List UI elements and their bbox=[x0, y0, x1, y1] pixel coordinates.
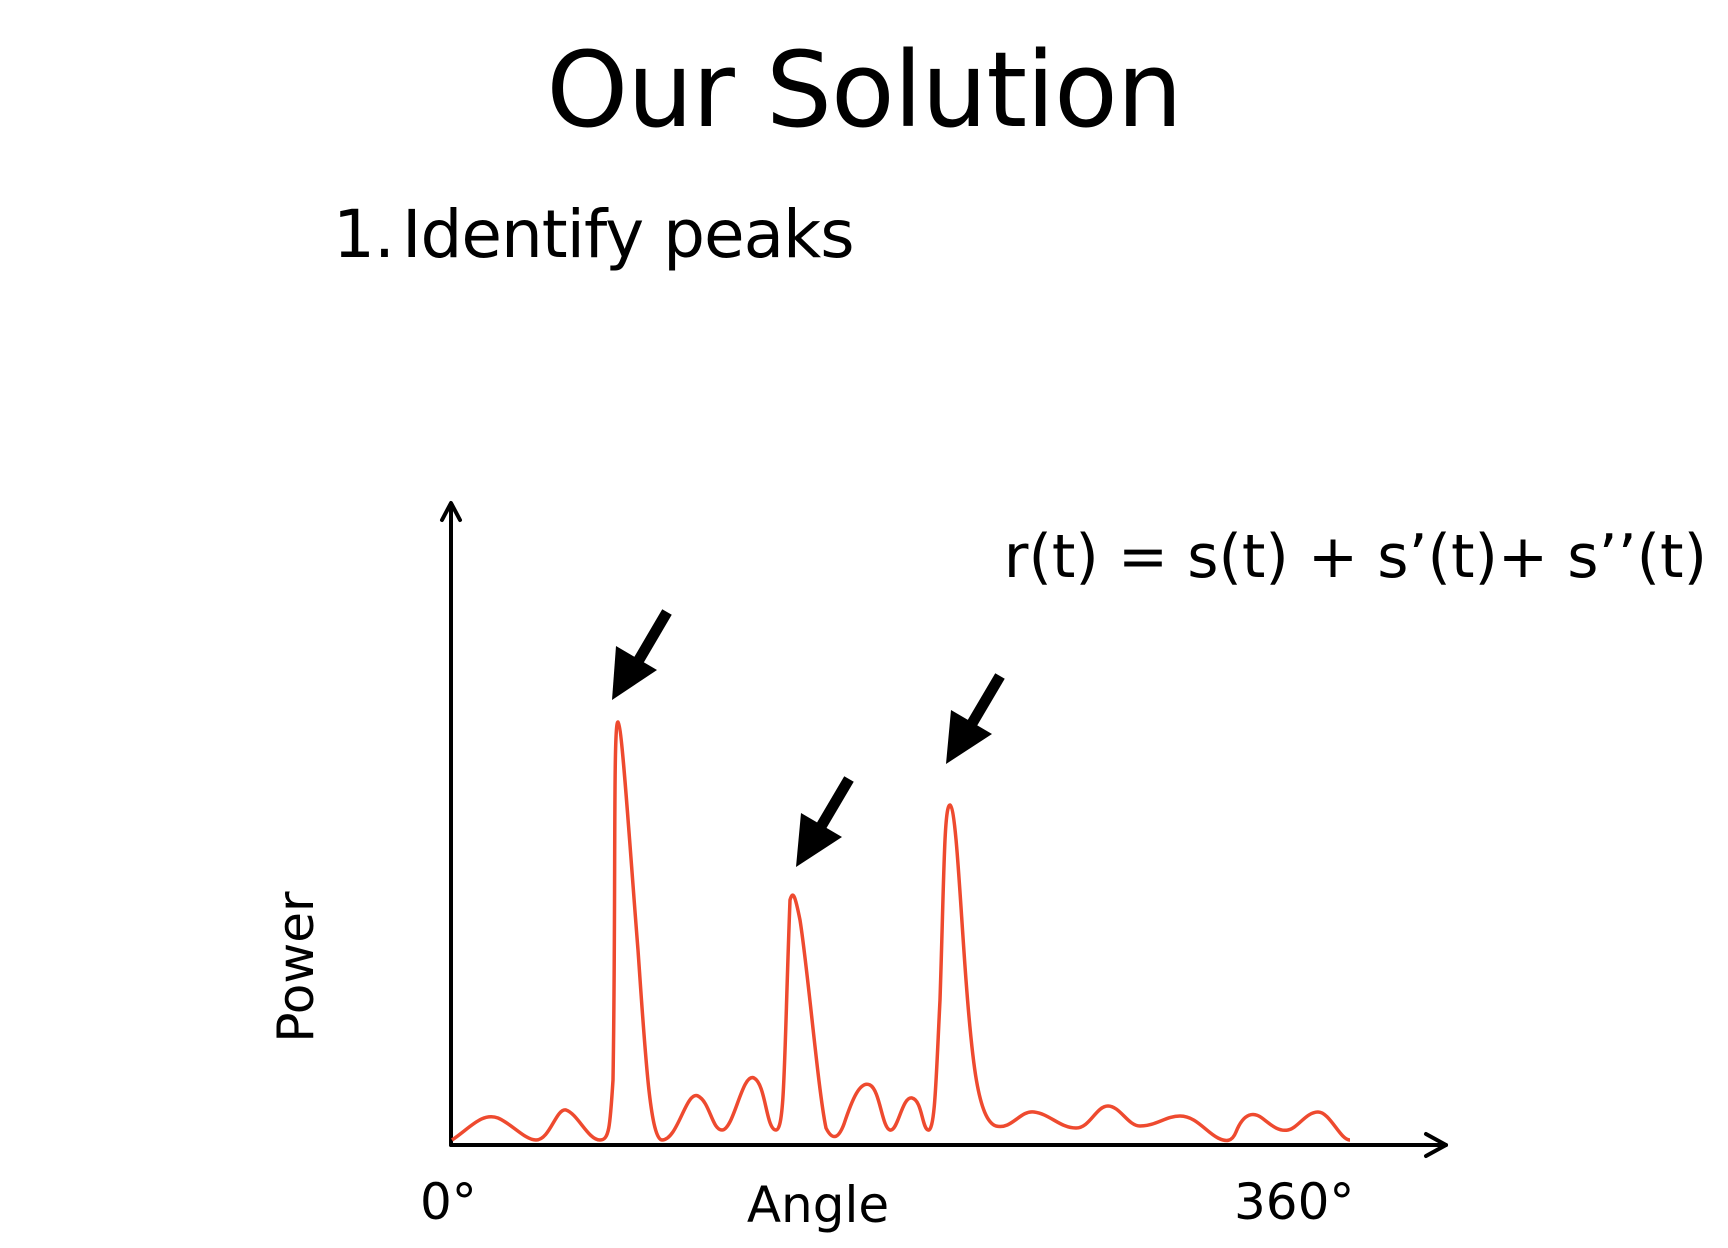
y-axis-arrowhead bbox=[440, 501, 462, 522]
slide-title: Our Solution bbox=[546, 29, 1182, 151]
peak-arrows bbox=[612, 609, 1005, 867]
x-tick-end: 360° bbox=[1234, 1173, 1354, 1231]
x-axis-arrowhead bbox=[1424, 1132, 1448, 1158]
equation-label: r(t) = s(t) + s’(t)+ s’’(t) bbox=[1004, 522, 1707, 592]
bullet-item: 1. Identify peaks bbox=[333, 190, 855, 280]
y-axis-label: Power bbox=[267, 891, 325, 1043]
power-curve bbox=[451, 720, 1351, 1143]
bullet-text: Identify peaks bbox=[401, 196, 855, 273]
arrow-peak-1 bbox=[612, 609, 672, 700]
arrow-peak-3 bbox=[946, 673, 1005, 764]
arrow-peak-2 bbox=[796, 776, 854, 867]
x-axis-label: Angle bbox=[747, 1176, 889, 1234]
bullet-number: 1. bbox=[333, 196, 395, 273]
axes bbox=[440, 501, 1448, 1158]
x-tick-start: 0° bbox=[420, 1173, 477, 1231]
